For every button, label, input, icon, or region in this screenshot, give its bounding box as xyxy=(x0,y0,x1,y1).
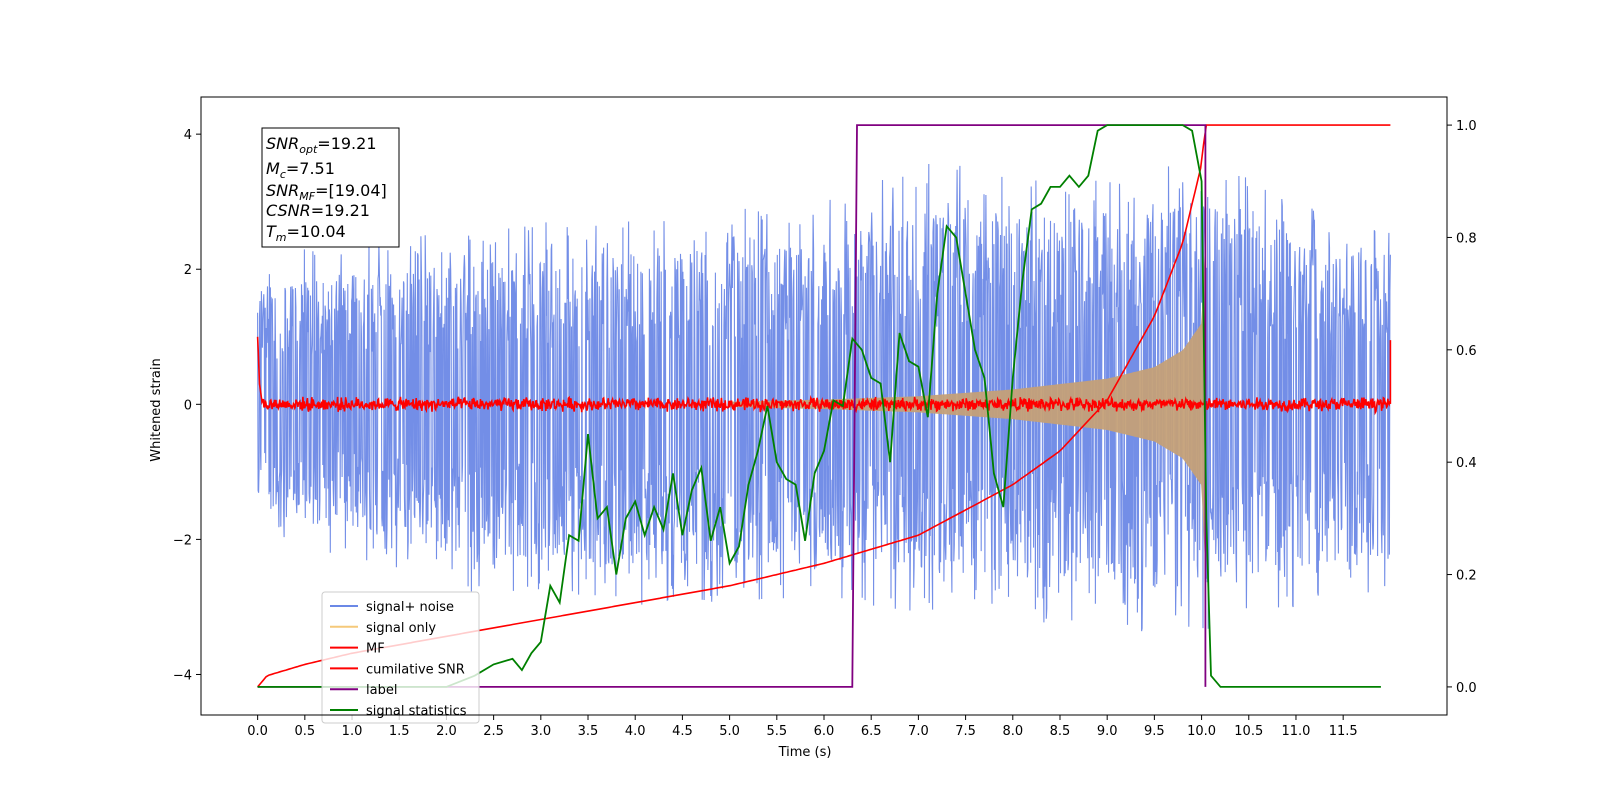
legend-label: signal+ noise xyxy=(366,600,454,615)
x-tick-label: 4.0 xyxy=(625,724,646,739)
y-tick-label: −4 xyxy=(173,668,192,683)
x-tick-label: 1.5 xyxy=(389,724,410,739)
y2-tick-label: 0.6 xyxy=(1456,344,1477,359)
x-tick-label: 11.5 xyxy=(1329,724,1358,739)
x-tick-label: 9.0 xyxy=(1097,724,1118,739)
y2-tick-label: 0.8 xyxy=(1456,231,1477,246)
x-axis-label: Time (s) xyxy=(778,745,832,760)
x-tick-label: 0.5 xyxy=(294,724,315,739)
x-tick-label: 10.5 xyxy=(1234,724,1263,739)
x-tick-label: 8.5 xyxy=(1050,724,1071,739)
series-signal-noise-line xyxy=(257,163,1391,632)
x-tick-label: 4.5 xyxy=(672,724,693,739)
legend: signal+ noise signal only MF cumilative SNR… xyxy=(321,591,480,724)
series-label-line xyxy=(257,124,1207,688)
x-tick-label: 5.0 xyxy=(719,724,740,739)
info-csnr: CSNR=19.21 xyxy=(266,201,370,220)
x-tick-label: 7.5 xyxy=(955,724,976,739)
x-tick-label: 3.0 xyxy=(530,724,551,739)
x-tick-label: 10.0 xyxy=(1187,724,1216,739)
y2-tick-label: 0.0 xyxy=(1456,681,1477,696)
x-tick-label: 11.0 xyxy=(1281,724,1310,739)
info-snr-opt: SNRopt=19.21 xyxy=(266,134,377,156)
y-tick-label: 4 xyxy=(184,128,192,143)
x-tick-label: 7.0 xyxy=(908,724,929,739)
info-tm: Tm=10.04 xyxy=(266,222,346,244)
x-tick-label: 8.0 xyxy=(1002,724,1023,739)
legend-label: signal statistics xyxy=(366,704,467,719)
x-tick-label: 2.0 xyxy=(436,724,457,739)
y-axis-right: 1.0 0.8 0.6 0.4 0.2 0.0 xyxy=(1447,119,1477,696)
y-tick-label: 2 xyxy=(184,263,192,278)
plot-frame xyxy=(200,96,1448,716)
x-tick-label: 6.0 xyxy=(814,724,835,739)
series-mf-line xyxy=(256,336,1392,416)
y-axis-label: Whitened strain xyxy=(149,358,164,461)
x-tick-label: 9.5 xyxy=(1144,724,1165,739)
info-box: SNRopt=19.21 Mc=7.51 SNRMF=[19.04] CSNR=… xyxy=(261,127,400,248)
y-axis-left: 4 2 0 −2 −4 xyxy=(173,128,201,683)
legend-label: cumilative SNR xyxy=(366,662,465,677)
x-tick-label: 2.5 xyxy=(483,724,504,739)
y2-tick-label: 0.2 xyxy=(1456,569,1477,584)
x-tick-label: 1.0 xyxy=(342,724,363,739)
legend-label: MF xyxy=(366,642,385,657)
y2-tick-label: 1.0 xyxy=(1456,119,1477,134)
x-tick-label: 6.5 xyxy=(861,724,882,739)
info-mc: Mc=7.51 xyxy=(266,159,335,181)
x-axis: 0.0 0.5 1.0 1.5 2.0 2.5 3.0 3.5 4.0 4.5 5.0 5.5 6.0 6… xyxy=(247,715,1358,739)
y2-tick-label: 0.4 xyxy=(1456,456,1477,471)
x-tick-label: 0.0 xyxy=(247,724,268,739)
y-tick-label: 0 xyxy=(184,398,192,413)
legend-label: label xyxy=(366,683,397,698)
x-tick-label: 5.5 xyxy=(766,724,787,739)
x-tick-label: 3.5 xyxy=(578,724,599,739)
series-signal-statistics-line xyxy=(257,124,1381,688)
y-tick-label: −2 xyxy=(173,533,192,548)
legend-label: signal only xyxy=(366,621,436,636)
info-snr-mf: SNRMF=[19.04] xyxy=(266,181,387,203)
